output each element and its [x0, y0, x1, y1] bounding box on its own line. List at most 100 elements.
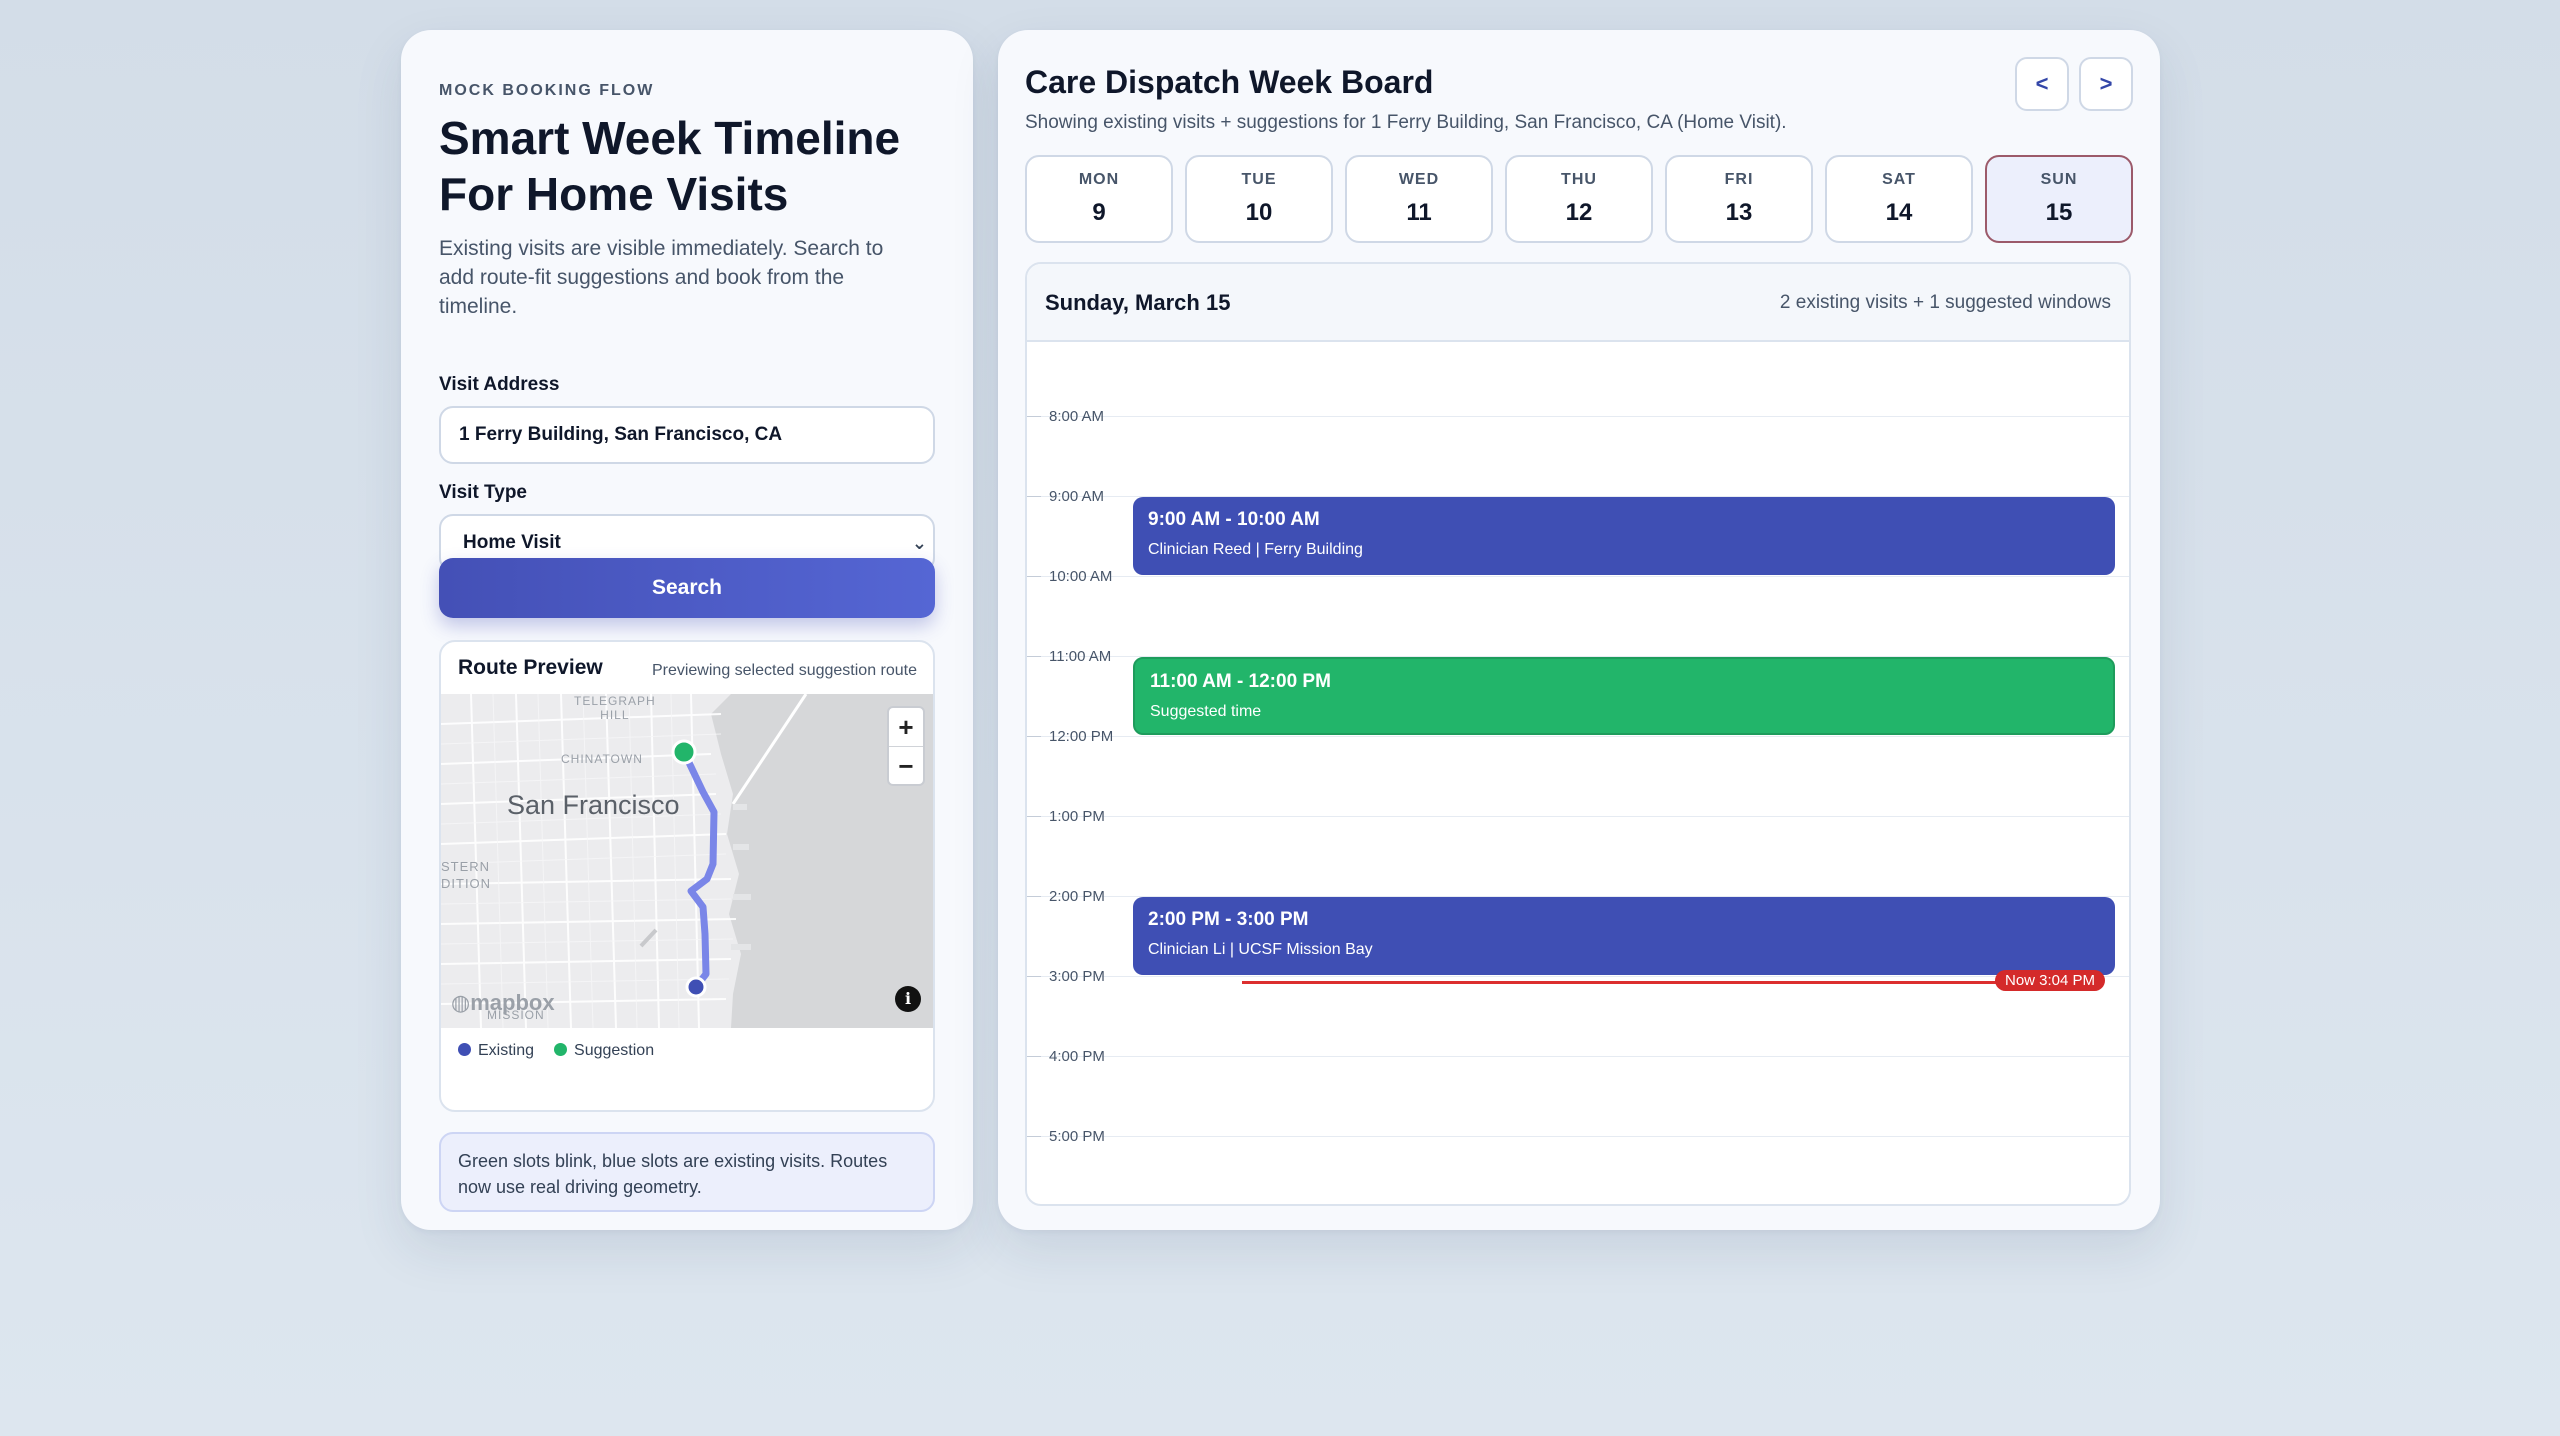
- hour-gridline: [1027, 416, 2129, 417]
- hour-label: 12:00 PM: [1049, 728, 1114, 745]
- timeline-header: Sunday, March 15 2 existing visits + 1 s…: [1027, 264, 2129, 342]
- day-name: WED: [1398, 171, 1440, 188]
- map-label-telegraph-hill: TELEGRAPH HILL: [574, 694, 656, 722]
- day-tab-sun[interactable]: SUN 15: [1985, 155, 2133, 243]
- event-detail: Suggested time: [1150, 703, 1262, 720]
- route-map[interactable]: TELEGRAPH HILL CHINATOWN San Francisco S…: [441, 694, 933, 1028]
- hour-tick: [1027, 416, 1041, 417]
- existing-visit-block[interactable]: 2:00 PM - 3:00 PM Clinician Li | UCSF Mis…: [1133, 897, 2115, 975]
- visit-type-value: Home Visit: [463, 532, 561, 553]
- now-badge: Now 3:04 PM: [1995, 970, 2106, 992]
- event-detail: Clinician Li | UCSF Mission Bay: [1148, 941, 1373, 958]
- hour-gridline: [1027, 576, 2129, 577]
- event-detail: Clinician Reed | Ferry Building: [1148, 541, 1363, 558]
- day-tab-mon[interactable]: MON 9: [1025, 155, 1173, 243]
- day-date: 15: [2045, 199, 2073, 226]
- prev-week-button[interactable]: <: [2015, 57, 2069, 111]
- map-legend: Existing Suggestion: [458, 1042, 654, 1060]
- zoom-control: + −: [887, 706, 925, 786]
- map-label-city: San Francisco: [507, 790, 680, 820]
- hour-gridline: [1027, 656, 2129, 657]
- hour-tick: [1027, 1056, 1041, 1057]
- now-indicator-line: [1242, 981, 2097, 985]
- timeline-date: Sunday, March 15: [1045, 290, 1231, 315]
- board-subtitle: Showing existing visits + suggestions fo…: [1025, 112, 1787, 133]
- hour-tick: [1027, 816, 1041, 817]
- hour-label: 4:00 PM: [1049, 1048, 1105, 1065]
- day-date: 13: [1725, 199, 1753, 226]
- next-week-button[interactable]: >: [2079, 57, 2133, 111]
- day-date: 10: [1245, 199, 1273, 226]
- hour-tick: [1027, 976, 1041, 977]
- visit-type-label: Visit Type: [439, 482, 527, 503]
- hour-label: 7:00 AM: [1049, 344, 1104, 345]
- eyebrow-label: MOCK BOOKING FLOW: [439, 82, 655, 99]
- hour-label: 10:00 AM: [1049, 568, 1113, 585]
- day-name: MON: [1078, 171, 1120, 188]
- timeline-summary: 2 existing visits + 1 suggested windows: [1779, 292, 2111, 313]
- day-selector: MON 9 TUE 10 WED 11 THU 12 FRI 13 SAT 14 SUN 15: [1025, 155, 2133, 243]
- board-title: Care Dispatch Week Board: [1025, 64, 1434, 100]
- zoom-out-button[interactable]: −: [898, 751, 914, 781]
- mapbox-mark-icon: ◍: [451, 990, 471, 1015]
- hour-tick: [1027, 1136, 1041, 1137]
- legend-suggestion-label: Suggestion: [574, 1042, 655, 1059]
- address-label: Visit Address: [439, 374, 560, 395]
- day-date: 14: [1885, 199, 1913, 226]
- mapbox-wordmark: mapbox: [470, 990, 555, 1015]
- suggestion-dot-icon: [554, 1043, 568, 1056]
- booking-panel: MOCK BOOKING FLOW Smart Week Timeline Fo…: [401, 30, 973, 1230]
- timeline-body[interactable]: 7:00 AM 8:00 AM 9:00 AM 10:00 AM 11:00 AM 12:…: [1027, 344, 2129, 1204]
- hour-label: 5:00 PM: [1049, 1128, 1105, 1145]
- day-tab-wed[interactable]: WED 11: [1345, 155, 1493, 243]
- hour-gridline: [1027, 496, 2129, 497]
- search-button[interactable]: Search: [439, 558, 935, 618]
- hour-label: 2:00 PM: [1049, 888, 1105, 905]
- zoom-divider: [889, 746, 923, 747]
- zoom-in-button[interactable]: +: [898, 712, 914, 742]
- map-label-chinatown: CHINATOWN: [561, 752, 643, 766]
- map-label-line: DITION: [441, 876, 492, 891]
- day-tab-sat[interactable]: SAT 14: [1825, 155, 1973, 243]
- event-time: 2:00 PM - 3:00 PM: [1148, 909, 1309, 930]
- hour-label: 3:00 PM: [1049, 968, 1105, 985]
- day-tab-fri[interactable]: FRI 13: [1665, 155, 1813, 243]
- legend-existing: Existing: [458, 1042, 534, 1060]
- info-note: Green slots blink, blue slots are existi…: [439, 1132, 935, 1212]
- hour-gridline: [1027, 816, 2129, 817]
- day-date: 12: [1565, 199, 1593, 226]
- mapbox-logo: ◍mapbox: [451, 990, 555, 1016]
- event-time: 9:00 AM - 10:00 AM: [1148, 509, 1320, 530]
- page-description: Existing visits are visible immediately.…: [439, 237, 884, 318]
- day-date: 9: [1092, 199, 1106, 226]
- day-tab-thu[interactable]: THU 12: [1505, 155, 1653, 243]
- day-name: THU: [1561, 171, 1597, 188]
- day-date: 11: [1406, 199, 1432, 226]
- hour-gridline: [1027, 736, 2129, 737]
- hour-tick: [1027, 576, 1041, 577]
- hour-label: 11:00 AM: [1049, 648, 1112, 665]
- day-name: SUN: [2040, 171, 2078, 188]
- day-tab-tue[interactable]: TUE 10: [1185, 155, 1333, 243]
- route-preview-card: Route Preview Previewing selected sugges…: [439, 640, 935, 1112]
- hour-label: 1:00 PM: [1049, 808, 1105, 825]
- event-time: 11:00 AM - 12:00 PM: [1150, 671, 1331, 692]
- map-canvas: [441, 694, 933, 1028]
- day-timeline: Sunday, March 15 2 existing visits + 1 s…: [1025, 262, 2131, 1206]
- hour-tick: [1027, 656, 1041, 657]
- legend-existing-label: Existing: [478, 1042, 535, 1059]
- hour-tick: [1027, 496, 1041, 497]
- suggested-slot-block[interactable]: 11:00 AM - 12:00 PM Suggested time: [1133, 657, 2115, 735]
- hour-gridline: [1027, 1136, 2129, 1137]
- hour-gridline: [1027, 896, 2129, 897]
- hour-label: 8:00 AM: [1049, 408, 1105, 425]
- legend-suggestion: Suggestion: [554, 1042, 654, 1060]
- hour-tick: [1027, 896, 1041, 897]
- existing-visit-block[interactable]: 9:00 AM - 10:00 AM Clinician Reed | Ferry…: [1133, 497, 2115, 575]
- map-label-mission: MISSION: [487, 1008, 545, 1022]
- hour-tick: [1027, 736, 1041, 737]
- info-icon[interactable]: i: [895, 986, 921, 1012]
- map-label-line: STERN: [441, 859, 491, 874]
- map-label-line: HILL: [600, 708, 630, 722]
- address-input[interactable]: 1 Ferry Building, San Francisco, CA: [439, 406, 935, 464]
